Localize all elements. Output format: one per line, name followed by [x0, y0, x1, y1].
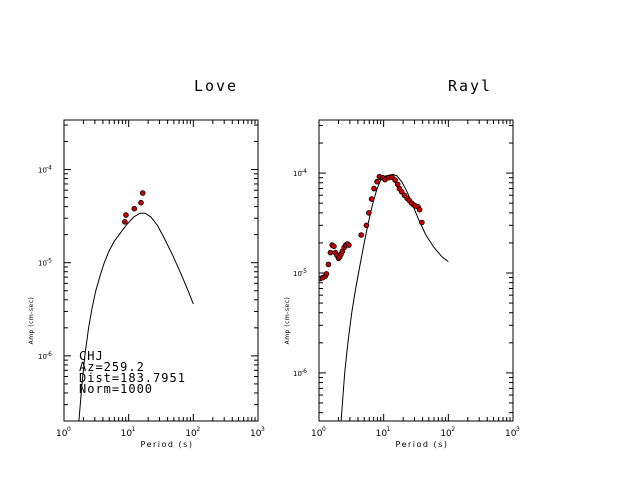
- rayl-data-point: [365, 210, 372, 216]
- love-station-annotation: Dist=183.7951: [79, 371, 186, 385]
- love-title: Love: [194, 77, 238, 95]
- love-station-annotation: CHJ: [79, 349, 104, 363]
- rayl-data-point: [419, 219, 425, 226]
- rayl-plot-frame: [318, 119, 514, 422]
- rayl-x-tick-exponent: 2: [451, 426, 455, 433]
- rayl-x-tick-exponent: 3: [516, 426, 520, 433]
- love-plot-frame: [63, 119, 259, 422]
- rayl-y-tick-label: 10: [293, 170, 302, 178]
- love-data-point: [139, 190, 146, 196]
- rayl-data-point: [327, 249, 334, 256]
- love-x-tick-label: 10: [56, 429, 68, 439]
- rayl-data-point: [398, 189, 405, 195]
- rayl-x-tick-exponent: 0: [322, 426, 326, 433]
- love-x-tick-exponent: 0: [67, 426, 71, 433]
- love-data-point: [122, 219, 128, 225]
- love-data-point: [123, 212, 129, 218]
- love-y-tick-exponent: -5: [46, 258, 52, 265]
- rayl-y-tick-label: 10: [293, 270, 302, 278]
- love-x-axis-label: Period (s): [141, 440, 194, 449]
- love-data-point: [138, 199, 144, 206]
- rayl-data-point: [374, 178, 380, 185]
- rayl-data-point: [325, 261, 332, 268]
- rayl-x-tick-label: 10: [440, 429, 452, 439]
- rayl-data-point: [371, 185, 377, 192]
- rayl-x-tick-label: 10: [505, 429, 517, 439]
- love-x-tick-label: 10: [250, 429, 262, 439]
- love-y-tick-label: 10: [38, 260, 47, 268]
- rayl-x-tick-label: 10: [376, 429, 388, 439]
- love-x-tick-exponent: 2: [196, 426, 200, 433]
- love-station-annotation: Norm=1000: [79, 382, 153, 396]
- love-y-tick-label: 10: [38, 167, 47, 175]
- love-y-tick-exponent: -6: [46, 351, 52, 358]
- rayl-y-tick-exponent: -4: [301, 168, 307, 175]
- love-station-annotation: Az=259.2: [79, 360, 145, 374]
- love-x-tick-exponent: 1: [132, 426, 136, 433]
- rayl-title: Rayl: [448, 77, 492, 95]
- rayl-data-point: [358, 232, 365, 238]
- rayl-x-tick-label: 10: [311, 429, 323, 439]
- love-y-tick-exponent: -4: [46, 165, 52, 172]
- rayl-x-axis-label: Period (s): [396, 440, 449, 449]
- rayl-y-tick-label: 10: [293, 370, 302, 378]
- rayl-data-point: [368, 196, 375, 202]
- rayl-data-point: [323, 271, 330, 277]
- love-x-tick-label: 10: [121, 429, 133, 439]
- rayl-plot-area: [319, 173, 449, 421]
- love-model-curve-0: [78, 212, 194, 421]
- love-plot-area: [78, 190, 194, 421]
- love-x-tick-exponent: 3: [261, 426, 265, 433]
- love-data-point: [131, 205, 138, 212]
- love-x-tick-label: 10: [185, 429, 197, 439]
- rayl-data-point: [346, 242, 352, 248]
- love-y-tick-label: 10: [38, 353, 47, 361]
- rayl-data-point: [392, 177, 398, 183]
- rayl-data-point: [331, 243, 337, 250]
- rayl-y-tick-exponent: -6: [301, 368, 307, 375]
- rayl-y-axis-label: Amp (cm-sec): [284, 297, 291, 345]
- love-y-axis-label: Amp (cm-sec): [28, 297, 35, 345]
- rayl-data-point: [416, 206, 423, 213]
- rayl-model-curve-0: [340, 173, 449, 421]
- rayl-x-tick-exponent: 1: [387, 426, 391, 433]
- rayl-data-point: [363, 222, 370, 229]
- rayl-y-tick-exponent: -5: [301, 268, 307, 275]
